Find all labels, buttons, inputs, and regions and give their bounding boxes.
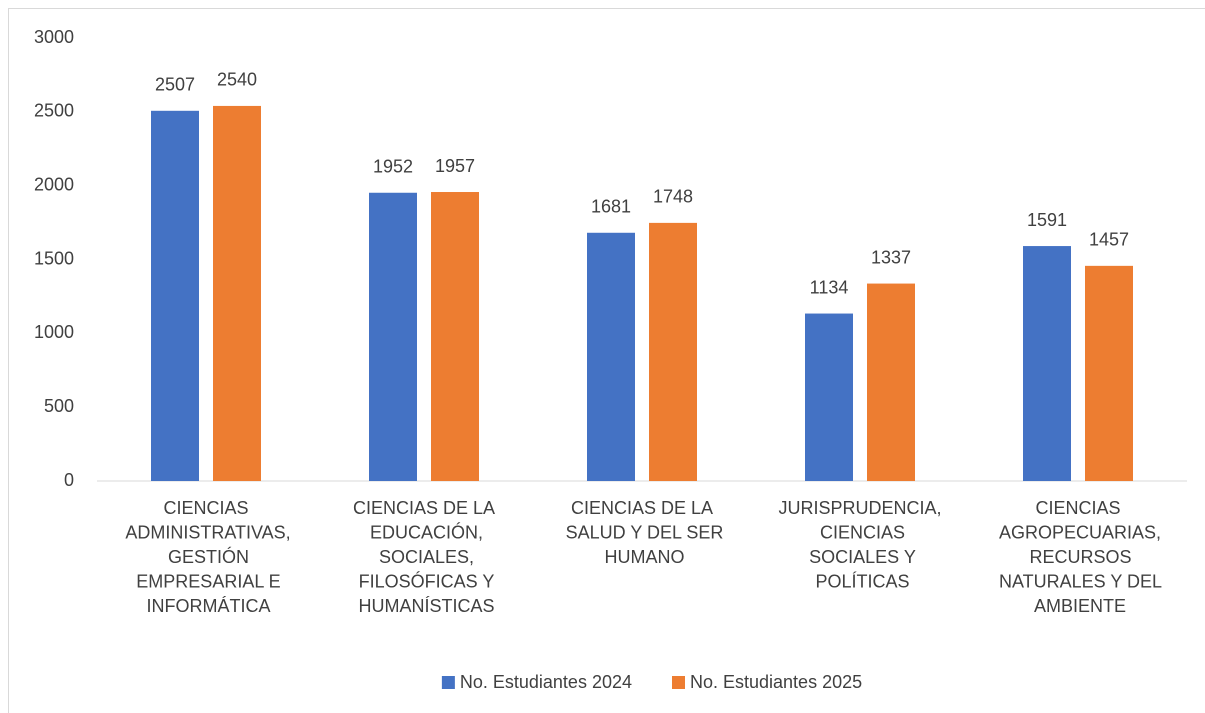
bar <box>805 313 853 481</box>
data-label: 1457 <box>1089 230 1129 250</box>
bar <box>587 232 635 481</box>
data-label: 1591 <box>1027 210 1067 230</box>
legend-label: No. Estudiantes 2024 <box>460 672 632 692</box>
legend-swatch <box>441 676 455 689</box>
y-tick-label: 0 <box>64 470 74 490</box>
y-tick-label: 1500 <box>34 248 74 268</box>
y-tick-label: 1000 <box>34 322 74 342</box>
data-label: 1748 <box>653 187 693 207</box>
data-label: 2540 <box>217 70 257 90</box>
legend-swatch <box>672 676 685 689</box>
bar <box>431 192 479 481</box>
x-tick-label: CIENCIAS DE LA EDUCACIÓN, SOCIALES, FILO… <box>353 498 495 616</box>
data-label: 1337 <box>871 247 911 267</box>
legend-label: No. Estudiantes 2025 <box>690 672 862 692</box>
x-tick-label: JURISPRUDENCIA, CIENCIAS SOCIALES Y POLÍ… <box>778 498 941 592</box>
bar <box>1085 265 1133 481</box>
y-tick-label: 2500 <box>34 101 74 121</box>
bar <box>1023 246 1071 481</box>
chart-frame <box>8 8 1205 713</box>
y-tick-label: 2000 <box>34 174 74 194</box>
data-label: 1681 <box>591 197 631 217</box>
y-tick-label: 3000 <box>34 27 74 47</box>
bar <box>867 283 915 481</box>
data-label: 1957 <box>435 156 475 176</box>
bar <box>151 110 199 481</box>
data-label: 2507 <box>155 75 195 95</box>
data-label: 1952 <box>373 157 413 177</box>
bar <box>649 222 697 481</box>
x-tick-label: CIENCIAS ADMINISTRATIVAS, GESTIÓN EMPRES… <box>121 498 290 616</box>
x-tick-label: CIENCIAS AGROPECUARIAS, RECURSOS NATURAL… <box>994 498 1162 616</box>
bar <box>213 105 261 481</box>
y-tick-label: 500 <box>44 396 74 416</box>
bar <box>369 192 417 481</box>
data-label: 1134 <box>810 277 849 297</box>
x-tick-label: CIENCIAS DE LA SALUD Y DEL SER HUMANO <box>561 498 724 567</box>
